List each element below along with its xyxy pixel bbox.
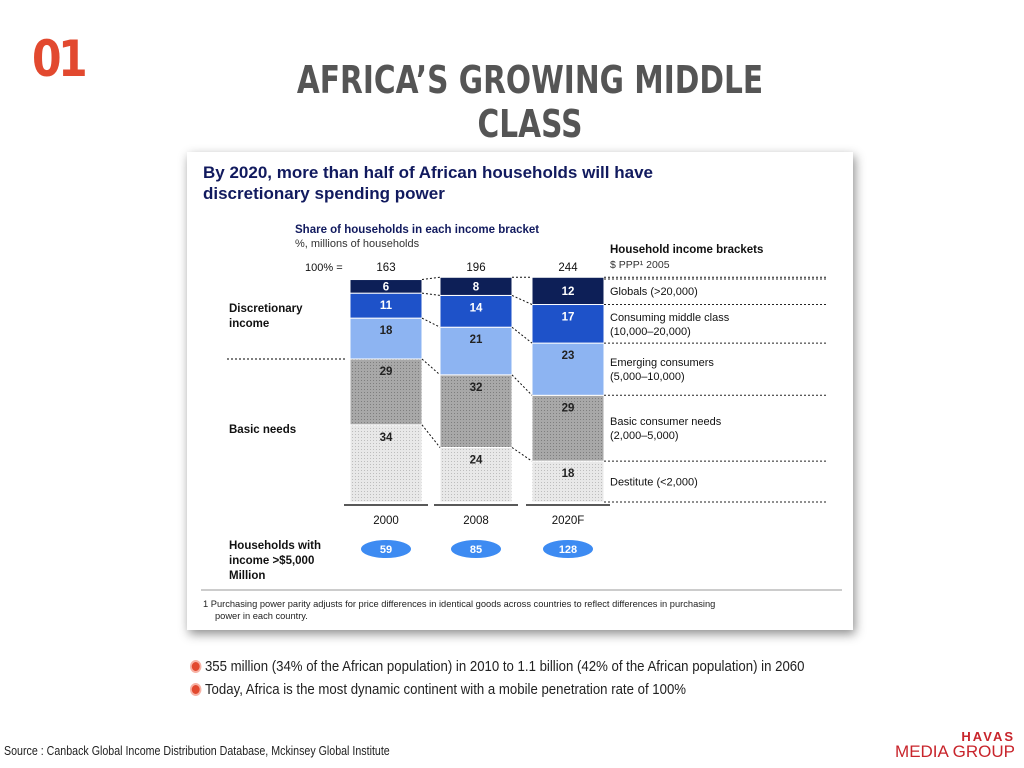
connector-line — [421, 358, 441, 376]
bullet-text: 355 million (34% of the African populati… — [204, 658, 805, 675]
total-label: 196 — [466, 262, 485, 274]
source-note: Source : Canback Global Income Distribut… — [4, 743, 390, 758]
group-label-basic: Basic needs — [229, 424, 296, 436]
bar-segment — [349, 279, 423, 294]
bar-segment — [439, 447, 513, 503]
households-oval — [543, 540, 593, 558]
connector-line — [511, 294, 533, 305]
connector-line — [511, 326, 533, 344]
havas-logo: HAVAS MEDIA GROUP — [890, 729, 1015, 761]
bar-segment — [349, 317, 423, 360]
data-label: 29 — [562, 402, 575, 414]
legend-label: (10,000–20,000) — [610, 326, 691, 338]
total-label: 244 — [558, 262, 578, 274]
brackets-title: Household income brackets — [610, 244, 763, 256]
data-label: 11 — [380, 300, 393, 312]
bar-segment — [439, 374, 513, 449]
connector-line — [421, 276, 441, 281]
bar-segment — [531, 276, 605, 306]
households-label-1: Households with — [229, 540, 321, 552]
households-label-3: Million — [229, 570, 265, 582]
legend-label: Emerging consumers — [610, 357, 714, 369]
legend-label: (2,000–5,000) — [610, 430, 679, 442]
bar-segment — [531, 342, 605, 396]
footnote-line-2: power in each country. — [215, 611, 308, 621]
footnote-line-1: 1 Purchasing power parity adjusts for pr… — [203, 599, 715, 609]
bullet-list: 355 million (34% of the African populati… — [190, 655, 950, 701]
data-label: 17 — [562, 312, 575, 324]
legend-label: (5,000–10,000) — [610, 371, 685, 383]
connector-line — [511, 374, 533, 396]
data-label: 34 — [380, 432, 393, 444]
households-oval — [451, 540, 501, 558]
data-label: 32 — [470, 382, 483, 394]
connector-line — [421, 424, 441, 448]
bar-segment — [349, 292, 423, 319]
bullet-text: Today, Africa is the most dynamic contin… — [204, 681, 687, 698]
data-label: 14 — [470, 302, 483, 314]
data-label: 18 — [562, 468, 575, 480]
bar-segment — [349, 424, 423, 503]
brackets-units: $ PPP¹ 2005 — [610, 259, 670, 271]
data-label: 12 — [562, 286, 575, 298]
data-label: 6 — [383, 281, 389, 293]
logo-top-text: HAVAS — [961, 729, 1015, 744]
households-value: 128 — [559, 544, 577, 556]
legend-label: Destitute (<2,000) — [610, 477, 698, 489]
bar-segment — [439, 326, 513, 376]
total-prefix: 100% = — [305, 262, 343, 274]
chart-units: %, millions of households — [295, 238, 420, 250]
connector-line — [421, 292, 441, 296]
data-label: 18 — [380, 325, 393, 337]
bar-segment — [531, 394, 605, 462]
bar-segment — [531, 460, 605, 503]
slide-number: 01 — [32, 30, 88, 88]
bar-segment — [439, 294, 513, 328]
connector-line — [421, 317, 441, 328]
total-label: 163 — [376, 262, 395, 274]
data-label: 21 — [470, 334, 483, 346]
bar-segment — [531, 304, 605, 344]
households-value: 59 — [380, 544, 392, 556]
page-title: AFRICA’S GROWING MIDDLE CLASS — [296, 58, 764, 146]
data-label: 29 — [380, 366, 393, 378]
connector-line — [511, 447, 533, 462]
data-label: 23 — [562, 350, 575, 362]
bar-segment — [439, 276, 513, 296]
x-tick-label: 2008 — [463, 515, 489, 527]
logo-bottom-text: MEDIA GROUP — [895, 742, 1015, 761]
households-label-2: income >$5,000 — [229, 555, 314, 567]
group-label-discretionary-2: income — [229, 318, 269, 330]
group-label-discretionary-1: Discretionary — [229, 303, 303, 315]
x-tick-label: 2020F — [552, 515, 585, 527]
households-value: 85 — [470, 544, 482, 556]
bullet-item: 355 million (34% of the African populati… — [190, 655, 859, 678]
bullet-item: Today, Africa is the most dynamic contin… — [190, 678, 859, 701]
households-oval — [361, 540, 411, 558]
data-label: 24 — [470, 455, 483, 467]
stacked-bar-chart: Share of households in each income brack… — [201, 224, 842, 621]
legend-label: Globals (>20,000) — [610, 286, 698, 298]
bullet-dot-icon — [190, 683, 202, 696]
chart-heading: By 2020, more than half of African house… — [203, 163, 653, 203]
chart-subtitle: Share of households in each income brack… — [295, 224, 539, 236]
bullet-dot-icon — [190, 660, 202, 673]
legend-label: Consuming middle class — [610, 312, 730, 324]
x-tick-label: 2000 — [373, 515, 399, 527]
data-label: 8 — [473, 281, 480, 293]
legend-label: Basic consumer needs — [610, 416, 722, 428]
chart-card: By 2020, more than half of African house… — [187, 152, 853, 630]
